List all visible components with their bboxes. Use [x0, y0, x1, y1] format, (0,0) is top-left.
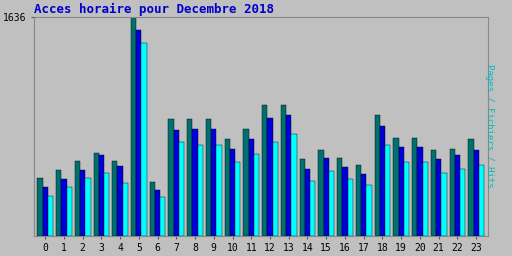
- Bar: [193, 129, 198, 236]
- Bar: [136, 30, 141, 236]
- Y-axis label: Pages / Fichiers / Hits: Pages / Fichiers / Hits: [485, 65, 494, 188]
- Bar: [104, 173, 109, 236]
- Bar: [168, 119, 174, 236]
- Bar: [310, 181, 315, 236]
- Bar: [235, 162, 241, 236]
- Bar: [56, 170, 61, 236]
- Bar: [179, 142, 184, 236]
- Bar: [356, 165, 361, 236]
- Bar: [211, 129, 217, 236]
- Bar: [131, 17, 136, 236]
- Bar: [460, 169, 465, 236]
- Bar: [86, 178, 91, 236]
- Bar: [254, 154, 259, 236]
- Bar: [61, 179, 67, 236]
- Bar: [291, 134, 296, 236]
- Bar: [305, 169, 310, 236]
- Bar: [422, 162, 428, 236]
- Bar: [262, 105, 267, 236]
- Bar: [206, 119, 211, 236]
- Bar: [412, 138, 417, 236]
- Bar: [174, 130, 179, 236]
- Bar: [404, 162, 409, 236]
- Bar: [80, 170, 86, 236]
- Bar: [123, 184, 128, 236]
- Bar: [112, 161, 117, 236]
- Bar: [393, 138, 398, 236]
- Bar: [348, 179, 353, 236]
- Bar: [474, 150, 479, 236]
- Bar: [281, 105, 286, 236]
- Bar: [217, 145, 222, 236]
- Bar: [286, 115, 291, 236]
- Bar: [160, 197, 165, 236]
- Bar: [450, 149, 455, 236]
- Bar: [243, 129, 249, 236]
- Bar: [324, 158, 329, 236]
- Bar: [187, 119, 193, 236]
- Bar: [468, 140, 474, 236]
- Bar: [150, 182, 155, 236]
- Bar: [99, 155, 104, 236]
- Bar: [42, 187, 48, 236]
- Bar: [479, 165, 484, 236]
- Bar: [225, 140, 230, 236]
- Bar: [398, 147, 404, 236]
- Bar: [94, 153, 99, 236]
- Bar: [117, 166, 123, 236]
- Bar: [48, 196, 53, 236]
- Bar: [361, 174, 366, 236]
- Bar: [198, 145, 203, 236]
- Bar: [380, 126, 385, 236]
- Bar: [431, 150, 436, 236]
- Bar: [441, 173, 446, 236]
- Bar: [366, 185, 372, 236]
- Bar: [272, 142, 278, 236]
- Bar: [155, 190, 160, 236]
- Bar: [67, 187, 72, 236]
- Bar: [455, 155, 460, 236]
- Bar: [141, 43, 147, 236]
- Bar: [318, 150, 324, 236]
- Bar: [417, 147, 422, 236]
- Bar: [249, 140, 254, 236]
- Bar: [230, 149, 235, 236]
- Bar: [267, 118, 272, 236]
- Bar: [385, 145, 390, 236]
- Bar: [329, 172, 334, 236]
- Bar: [37, 178, 42, 236]
- Bar: [343, 167, 348, 236]
- Text: Acces horaire pour Decembre 2018: Acces horaire pour Decembre 2018: [34, 3, 274, 16]
- Bar: [337, 158, 343, 236]
- Bar: [436, 159, 441, 236]
- Bar: [75, 161, 80, 236]
- Bar: [300, 159, 305, 236]
- Bar: [375, 115, 380, 236]
